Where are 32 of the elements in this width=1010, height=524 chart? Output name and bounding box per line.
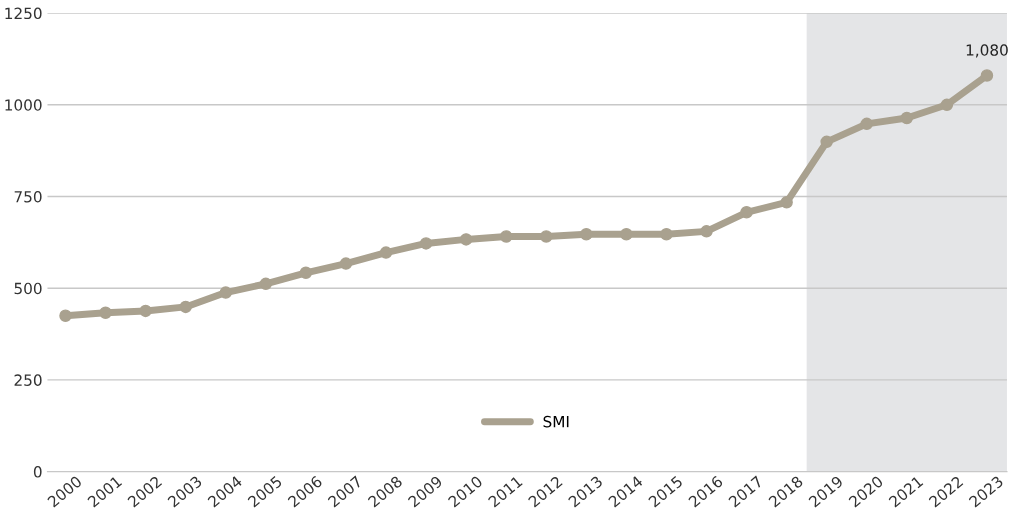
point bbox=[860, 117, 874, 131]
point bbox=[820, 135, 833, 149]
point bbox=[539, 230, 553, 243]
point bbox=[499, 230, 513, 243]
point bbox=[780, 196, 793, 209]
y-tick-label: 1000 bbox=[5, 99, 42, 111]
point bbox=[620, 228, 633, 241]
y-tick-label: 1250 bbox=[5, 7, 42, 20]
point bbox=[379, 246, 393, 259]
point bbox=[940, 98, 954, 112]
y-tick-label: 750 bbox=[14, 190, 42, 203]
point bbox=[419, 237, 433, 250]
point bbox=[139, 304, 152, 318]
point bbox=[660, 228, 673, 241]
point bbox=[740, 206, 753, 219]
point bbox=[179, 300, 192, 314]
point bbox=[580, 228, 593, 241]
point bbox=[459, 233, 473, 246]
point bbox=[900, 111, 914, 125]
data-label: 1,080 bbox=[966, 44, 1008, 58]
point bbox=[299, 266, 313, 280]
y-tick-label: 500 bbox=[14, 282, 42, 295]
point bbox=[339, 257, 353, 270]
point bbox=[219, 286, 232, 299]
legend-label: SMI bbox=[543, 415, 569, 428]
point bbox=[700, 225, 713, 238]
y-tick-label: 250 bbox=[14, 374, 42, 386]
y-tick-label: 0 bbox=[33, 466, 42, 478]
point bbox=[980, 69, 994, 82]
point bbox=[99, 306, 112, 320]
point bbox=[259, 277, 273, 291]
point bbox=[59, 309, 72, 322]
